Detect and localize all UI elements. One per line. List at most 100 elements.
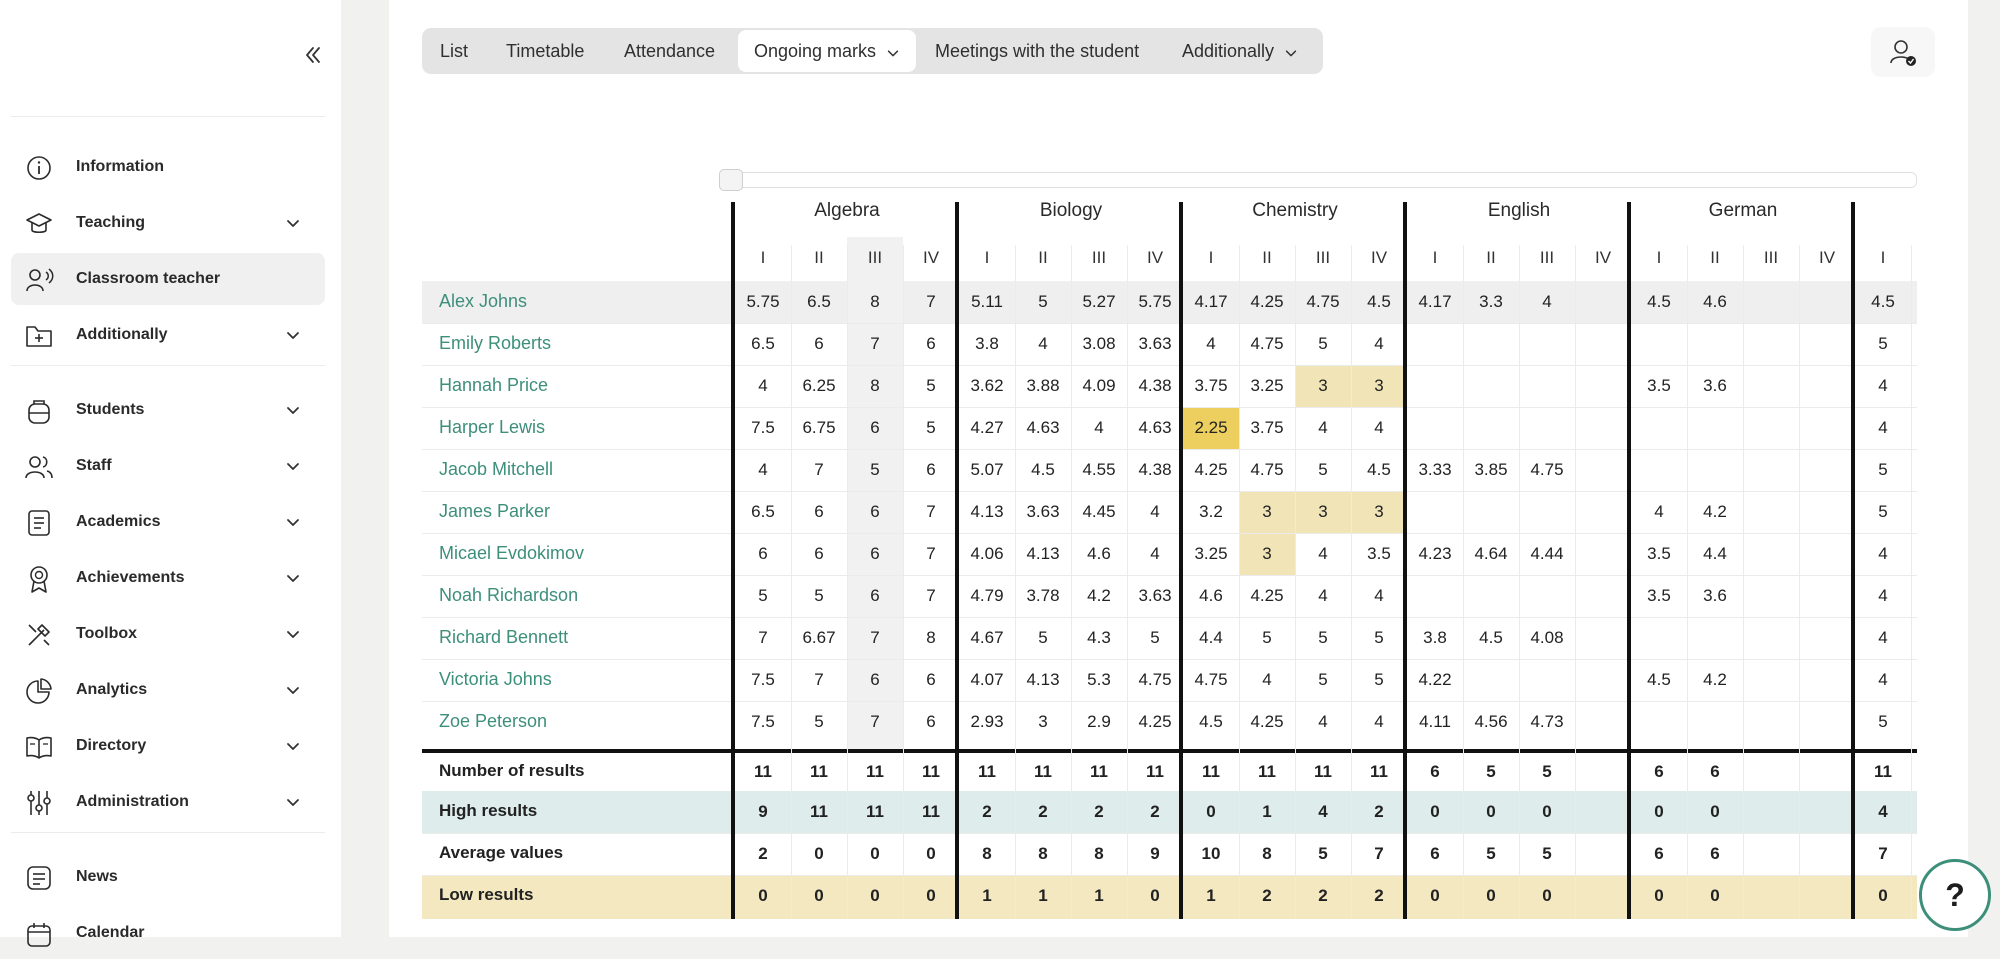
mark-cell[interactable]: 5 (926, 418, 936, 437)
mark-cell[interactable]: 4 (758, 460, 768, 479)
mark-cell[interactable]: 4 (1094, 418, 1104, 437)
mark-cell[interactable]: 4 (1654, 502, 1664, 521)
student-name-link[interactable]: Noah Richardson (439, 585, 579, 605)
mark-cell[interactable]: 5.75 (1138, 292, 1172, 311)
mark-cell[interactable]: 7 (758, 628, 768, 647)
mark-cell[interactable]: 6.25 (802, 376, 836, 395)
student-name-link[interactable]: Jacob Mitchell (439, 459, 554, 479)
mark-cell[interactable]: 5 (1374, 628, 1384, 647)
mark-cell[interactable]: 4.4 (1703, 544, 1727, 563)
mark-cell[interactable]: 3 (1262, 502, 1272, 521)
mark-cell[interactable]: 3.88 (1026, 376, 1060, 395)
mark-cell[interactable]: 5 (1318, 670, 1328, 689)
sidebar-item-analytics[interactable]: Analytics (11, 664, 325, 716)
mark-cell[interactable]: 6 (870, 586, 880, 605)
mark-cell[interactable]: 4.25 (1250, 292, 1284, 311)
mark-cell[interactable]: 5 (1878, 460, 1888, 479)
mark-cell[interactable]: 5 (1318, 460, 1328, 479)
mark-cell[interactable]: 3.63 (1138, 586, 1172, 605)
mark-cell[interactable]: 6 (926, 334, 936, 353)
student-name-link[interactable]: Harper Lewis (439, 417, 546, 437)
mark-cell[interactable]: 3.33 (1418, 460, 1452, 479)
mark-cell[interactable]: 4.5 (1647, 292, 1671, 311)
mark-cell[interactable]: 4.27 (970, 418, 1004, 437)
mark-cell[interactable]: 7 (814, 460, 824, 479)
mark-cell[interactable]: 5 (926, 376, 936, 395)
mark-cell[interactable]: 2.25 (1194, 418, 1228, 437)
mark-cell[interactable]: 5 (1318, 334, 1328, 353)
mark-cell[interactable]: 5.3 (1087, 670, 1111, 689)
mark-cell[interactable]: 5.11 (971, 292, 1003, 311)
mark-cell[interactable]: 7.5 (751, 670, 775, 689)
mark-cell[interactable]: 6 (814, 544, 824, 563)
mark-cell[interactable]: 4 (1878, 586, 1888, 605)
mark-cell[interactable]: 3 (1318, 376, 1328, 395)
mark-cell[interactable]: 3.63 (1138, 334, 1172, 353)
mark-cell[interactable]: 7 (870, 712, 880, 731)
mark-cell[interactable]: 4.06 (970, 544, 1004, 563)
mark-cell[interactable]: 5 (1878, 334, 1888, 353)
mark-cell[interactable]: 4 (1318, 712, 1328, 731)
mark-cell[interactable]: 4 (1262, 670, 1272, 689)
mark-cell[interactable]: 8 (870, 292, 880, 311)
mark-cell[interactable]: 7 (814, 670, 824, 689)
chevron-down-icon[interactable] (285, 626, 301, 642)
mark-cell[interactable]: 3.62 (970, 376, 1004, 395)
chevron-down-icon[interactable] (285, 570, 301, 586)
mark-cell[interactable]: 5.75 (746, 292, 780, 311)
mark-cell[interactable]: 4.17 (1418, 292, 1452, 311)
mark-cell[interactable]: 4 (1374, 334, 1384, 353)
mark-cell[interactable]: 4.25 (1138, 712, 1172, 731)
mark-cell[interactable]: 6 (870, 502, 880, 521)
tab-ongoing-marks[interactable]: Ongoing marks (738, 30, 917, 72)
mark-cell[interactable]: 4.22 (1418, 670, 1452, 689)
mark-cell[interactable]: 5.07 (970, 460, 1004, 479)
tab-attendance[interactable]: Attendance (624, 28, 715, 74)
mark-cell[interactable]: 5 (1374, 670, 1384, 689)
mark-cell[interactable]: 5 (1262, 628, 1272, 647)
mark-cell[interactable]: 4.44 (1530, 544, 1564, 563)
mark-cell[interactable]: 5 (814, 586, 824, 605)
mark-cell[interactable]: 6.67 (802, 628, 836, 647)
sidebar-item-administration[interactable]: Administration (11, 776, 325, 828)
mark-cell[interactable]: 3 (1262, 544, 1272, 563)
mark-cell[interactable]: 7 (870, 628, 880, 647)
mark-cell[interactable]: 5 (814, 712, 824, 731)
mark-cell[interactable]: 7 (926, 502, 936, 521)
tab-list[interactable]: List (440, 28, 468, 74)
mark-cell[interactable]: 3.8 (1423, 628, 1447, 647)
mark-cell[interactable]: 3.5 (1647, 544, 1671, 563)
sidebar-item-directory[interactable]: Directory (11, 720, 325, 772)
mark-cell[interactable]: 4.6 (1703, 292, 1727, 311)
mark-cell[interactable]: 4.17 (1194, 292, 1228, 311)
mark-cell[interactable]: 4 (1150, 544, 1160, 563)
chevron-down-icon[interactable] (285, 794, 301, 810)
sidebar-item-news[interactable]: News (11, 851, 325, 903)
mark-cell[interactable]: 3.08 (1082, 334, 1116, 353)
mark-cell[interactable]: 8 (870, 376, 880, 395)
mark-cell[interactable]: 4.5 (1367, 292, 1391, 311)
mark-cell[interactable]: 4 (1878, 376, 1888, 395)
mark-cell[interactable]: 4.75 (1194, 670, 1228, 689)
mark-cell[interactable]: 6 (926, 670, 936, 689)
mark-cell[interactable]: 5 (1878, 712, 1888, 731)
mark-cell[interactable]: 3.5 (1647, 376, 1671, 395)
mark-cell[interactable]: 4.67 (970, 628, 1004, 647)
mark-cell[interactable]: 3.6 (1703, 586, 1727, 605)
mark-cell[interactable]: 7 (926, 292, 936, 311)
mark-cell[interactable]: 4 (1318, 586, 1328, 605)
mark-cell[interactable]: 6 (758, 544, 768, 563)
student-name-link[interactable]: Victoria Johns (439, 669, 552, 689)
mark-cell[interactable]: 4.5 (1367, 460, 1391, 479)
sidebar-item-additionally[interactable]: Additionally (11, 309, 325, 361)
mark-cell[interactable]: 4.2 (1087, 586, 1111, 605)
help-button[interactable]: ? (1919, 859, 1991, 931)
sidebar-item-calendar[interactable]: Calendar (11, 907, 325, 959)
mark-cell[interactable]: 3.85 (1474, 460, 1508, 479)
mark-cell[interactable]: 3 (1318, 502, 1328, 521)
mark-cell[interactable]: 4.6 (1087, 544, 1111, 563)
mark-cell[interactable]: 4 (1206, 334, 1216, 353)
mark-cell[interactable]: 4 (1038, 334, 1048, 353)
mark-cell[interactable]: 5 (1038, 628, 1048, 647)
mark-cell[interactable]: 5 (870, 460, 880, 479)
